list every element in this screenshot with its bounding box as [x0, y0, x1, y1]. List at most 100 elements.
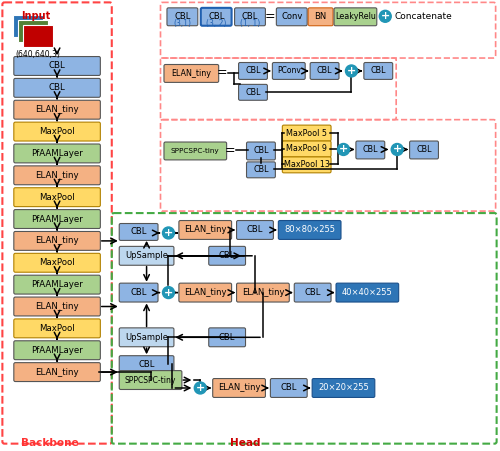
Text: +: +: [380, 11, 390, 21]
Text: Head: Head: [230, 437, 260, 448]
FancyBboxPatch shape: [119, 356, 174, 373]
Text: Concatenate: Concatenate: [394, 12, 452, 21]
FancyBboxPatch shape: [356, 141, 384, 159]
FancyBboxPatch shape: [179, 283, 232, 302]
Text: CBL: CBL: [304, 288, 321, 297]
Text: PfAAMLayer: PfAAMLayer: [31, 280, 83, 289]
FancyBboxPatch shape: [164, 142, 226, 160]
Circle shape: [194, 382, 206, 394]
FancyBboxPatch shape: [294, 283, 331, 302]
Text: BN: BN: [314, 12, 326, 21]
Text: CBL: CBL: [280, 383, 297, 392]
FancyBboxPatch shape: [14, 341, 101, 359]
Text: 20×20×255: 20×20×255: [318, 383, 369, 392]
FancyBboxPatch shape: [270, 378, 307, 397]
Text: CBL: CBL: [242, 12, 258, 21]
FancyBboxPatch shape: [119, 371, 182, 390]
FancyBboxPatch shape: [310, 63, 339, 79]
FancyBboxPatch shape: [201, 8, 232, 26]
Text: +: +: [392, 144, 402, 155]
Text: PfAAMLayer: PfAAMLayer: [31, 215, 83, 224]
Circle shape: [162, 227, 174, 239]
Circle shape: [162, 287, 174, 299]
Text: CBL: CBL: [253, 166, 268, 175]
Text: (1, 1): (1, 1): [240, 19, 260, 28]
Text: ELAN_tiny: ELAN_tiny: [172, 69, 211, 78]
Text: (3, 2): (3, 2): [206, 19, 227, 28]
Text: CBL: CBL: [219, 251, 236, 260]
FancyBboxPatch shape: [14, 319, 101, 338]
Text: MaxPool 13: MaxPool 13: [284, 161, 330, 170]
FancyBboxPatch shape: [14, 297, 101, 316]
FancyBboxPatch shape: [276, 8, 307, 26]
Text: CBL: CBL: [370, 66, 386, 75]
Text: CBL: CBL: [247, 226, 263, 235]
Text: =: =: [217, 66, 228, 79]
FancyBboxPatch shape: [238, 63, 268, 79]
Text: PConv: PConv: [277, 66, 300, 75]
FancyBboxPatch shape: [119, 224, 158, 240]
Text: PfAAMLayer: PfAAMLayer: [31, 149, 83, 158]
Text: CBL: CBL: [219, 333, 236, 342]
Text: MaxPool: MaxPool: [40, 324, 75, 333]
FancyBboxPatch shape: [272, 63, 305, 79]
Text: (3,1): (3,1): [174, 19, 192, 28]
Text: UpSample: UpSample: [125, 251, 168, 260]
FancyBboxPatch shape: [179, 221, 232, 239]
FancyBboxPatch shape: [246, 142, 276, 160]
Text: CBL: CBL: [138, 359, 155, 368]
Text: CBL: CBL: [130, 227, 147, 236]
FancyBboxPatch shape: [14, 275, 101, 294]
Bar: [18, 20, 48, 42]
FancyBboxPatch shape: [119, 283, 158, 302]
Circle shape: [346, 65, 358, 77]
FancyBboxPatch shape: [14, 188, 101, 207]
FancyBboxPatch shape: [312, 378, 375, 397]
Text: PfAAMLayer: PfAAMLayer: [31, 346, 83, 355]
Text: MaxPool: MaxPool: [40, 193, 75, 202]
Text: =: =: [264, 10, 275, 23]
FancyBboxPatch shape: [278, 221, 341, 239]
Text: +: +: [196, 383, 205, 393]
Text: +: +: [339, 144, 348, 155]
Text: ELAN_tiny: ELAN_tiny: [36, 302, 79, 311]
FancyBboxPatch shape: [212, 378, 266, 397]
FancyBboxPatch shape: [336, 283, 398, 302]
Text: CBL: CBL: [208, 12, 224, 21]
Text: ELAN_tiny: ELAN_tiny: [218, 383, 260, 392]
Bar: [24, 25, 53, 47]
FancyBboxPatch shape: [364, 63, 392, 79]
FancyBboxPatch shape: [14, 56, 101, 75]
Text: CBL: CBL: [317, 66, 332, 75]
FancyBboxPatch shape: [119, 246, 174, 265]
Text: CBL: CBL: [253, 147, 268, 156]
Text: +: +: [164, 288, 173, 298]
Text: ELAN_tiny: ELAN_tiny: [242, 288, 284, 297]
FancyBboxPatch shape: [119, 328, 174, 347]
Text: CBL: CBL: [416, 146, 432, 155]
FancyBboxPatch shape: [308, 8, 333, 26]
Text: =: =: [225, 144, 235, 157]
FancyBboxPatch shape: [282, 141, 331, 157]
Text: Input: Input: [22, 11, 51, 21]
Text: CBL: CBL: [245, 66, 260, 75]
FancyBboxPatch shape: [14, 166, 101, 185]
FancyBboxPatch shape: [236, 283, 290, 302]
Text: CBL: CBL: [130, 288, 147, 297]
Text: MaxPool: MaxPool: [40, 127, 75, 136]
Text: LeakyRelu: LeakyRelu: [335, 12, 376, 21]
Text: CBL: CBL: [362, 146, 378, 155]
Text: CBL: CBL: [245, 88, 260, 97]
Text: CBL: CBL: [48, 83, 66, 92]
Text: ELAN_tiny: ELAN_tiny: [36, 105, 79, 114]
Text: 80×80×255: 80×80×255: [284, 226, 335, 235]
Text: MaxPool 9: MaxPool 9: [286, 144, 327, 153]
Text: CBL: CBL: [174, 12, 190, 21]
Text: 40×40×255: 40×40×255: [342, 288, 392, 297]
FancyBboxPatch shape: [236, 221, 274, 239]
FancyBboxPatch shape: [208, 246, 246, 265]
Text: ELAN_tiny: ELAN_tiny: [36, 171, 79, 180]
Text: +: +: [347, 66, 356, 76]
FancyBboxPatch shape: [164, 64, 218, 83]
Text: Backbone: Backbone: [22, 437, 79, 448]
